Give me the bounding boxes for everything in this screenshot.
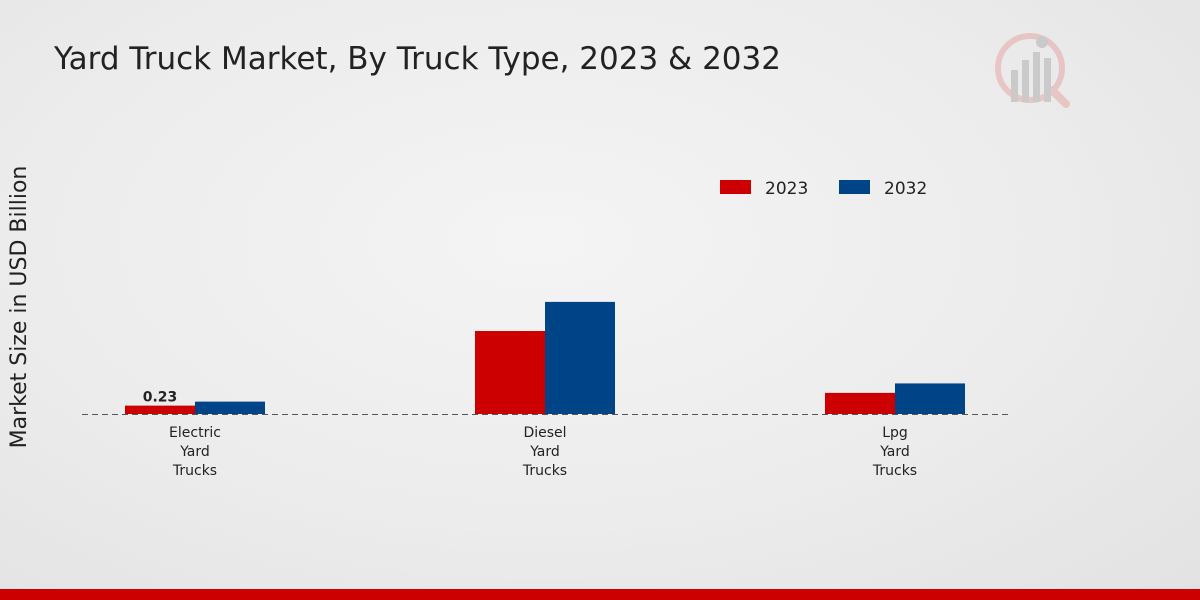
data-label: 0.23 [143, 390, 178, 406]
bars [125, 301, 965, 414]
footer-bar [0, 589, 1200, 600]
bar-2032-lpg [895, 383, 965, 414]
x-tick-labels: Electric Yard Trucks Diesel Yard Trucks Lpg Yar… [169, 425, 917, 479]
chart-title: Yard Truck Market, By Truck Type, 2023 &… [53, 41, 781, 77]
bar-2023-lpg [825, 392, 895, 414]
x-tick-label-lpg: Lpg Yard Trucks [872, 425, 917, 479]
x-tick-label-diesel: Diesel Yard Trucks [522, 425, 567, 479]
legend: 2023 2032 [720, 179, 927, 199]
x-tick-label-electric: Electric Yard Trucks [169, 425, 221, 479]
market-research-logo-icon [995, 33, 1070, 108]
y-axis-label: Market Size in USD Billion [7, 166, 32, 449]
data-labels: 0.23 [143, 390, 178, 406]
bar-2032-diesel [545, 301, 615, 414]
legend-label-2023: 2023 [765, 179, 808, 199]
bar-2023-diesel [475, 331, 545, 414]
bar-2023-electric [125, 405, 195, 414]
legend-swatch-2023 [720, 180, 751, 194]
bar-2032-electric [195, 401, 265, 414]
legend-label-2032: 2032 [884, 179, 927, 199]
legend-swatch-2032 [839, 180, 870, 194]
